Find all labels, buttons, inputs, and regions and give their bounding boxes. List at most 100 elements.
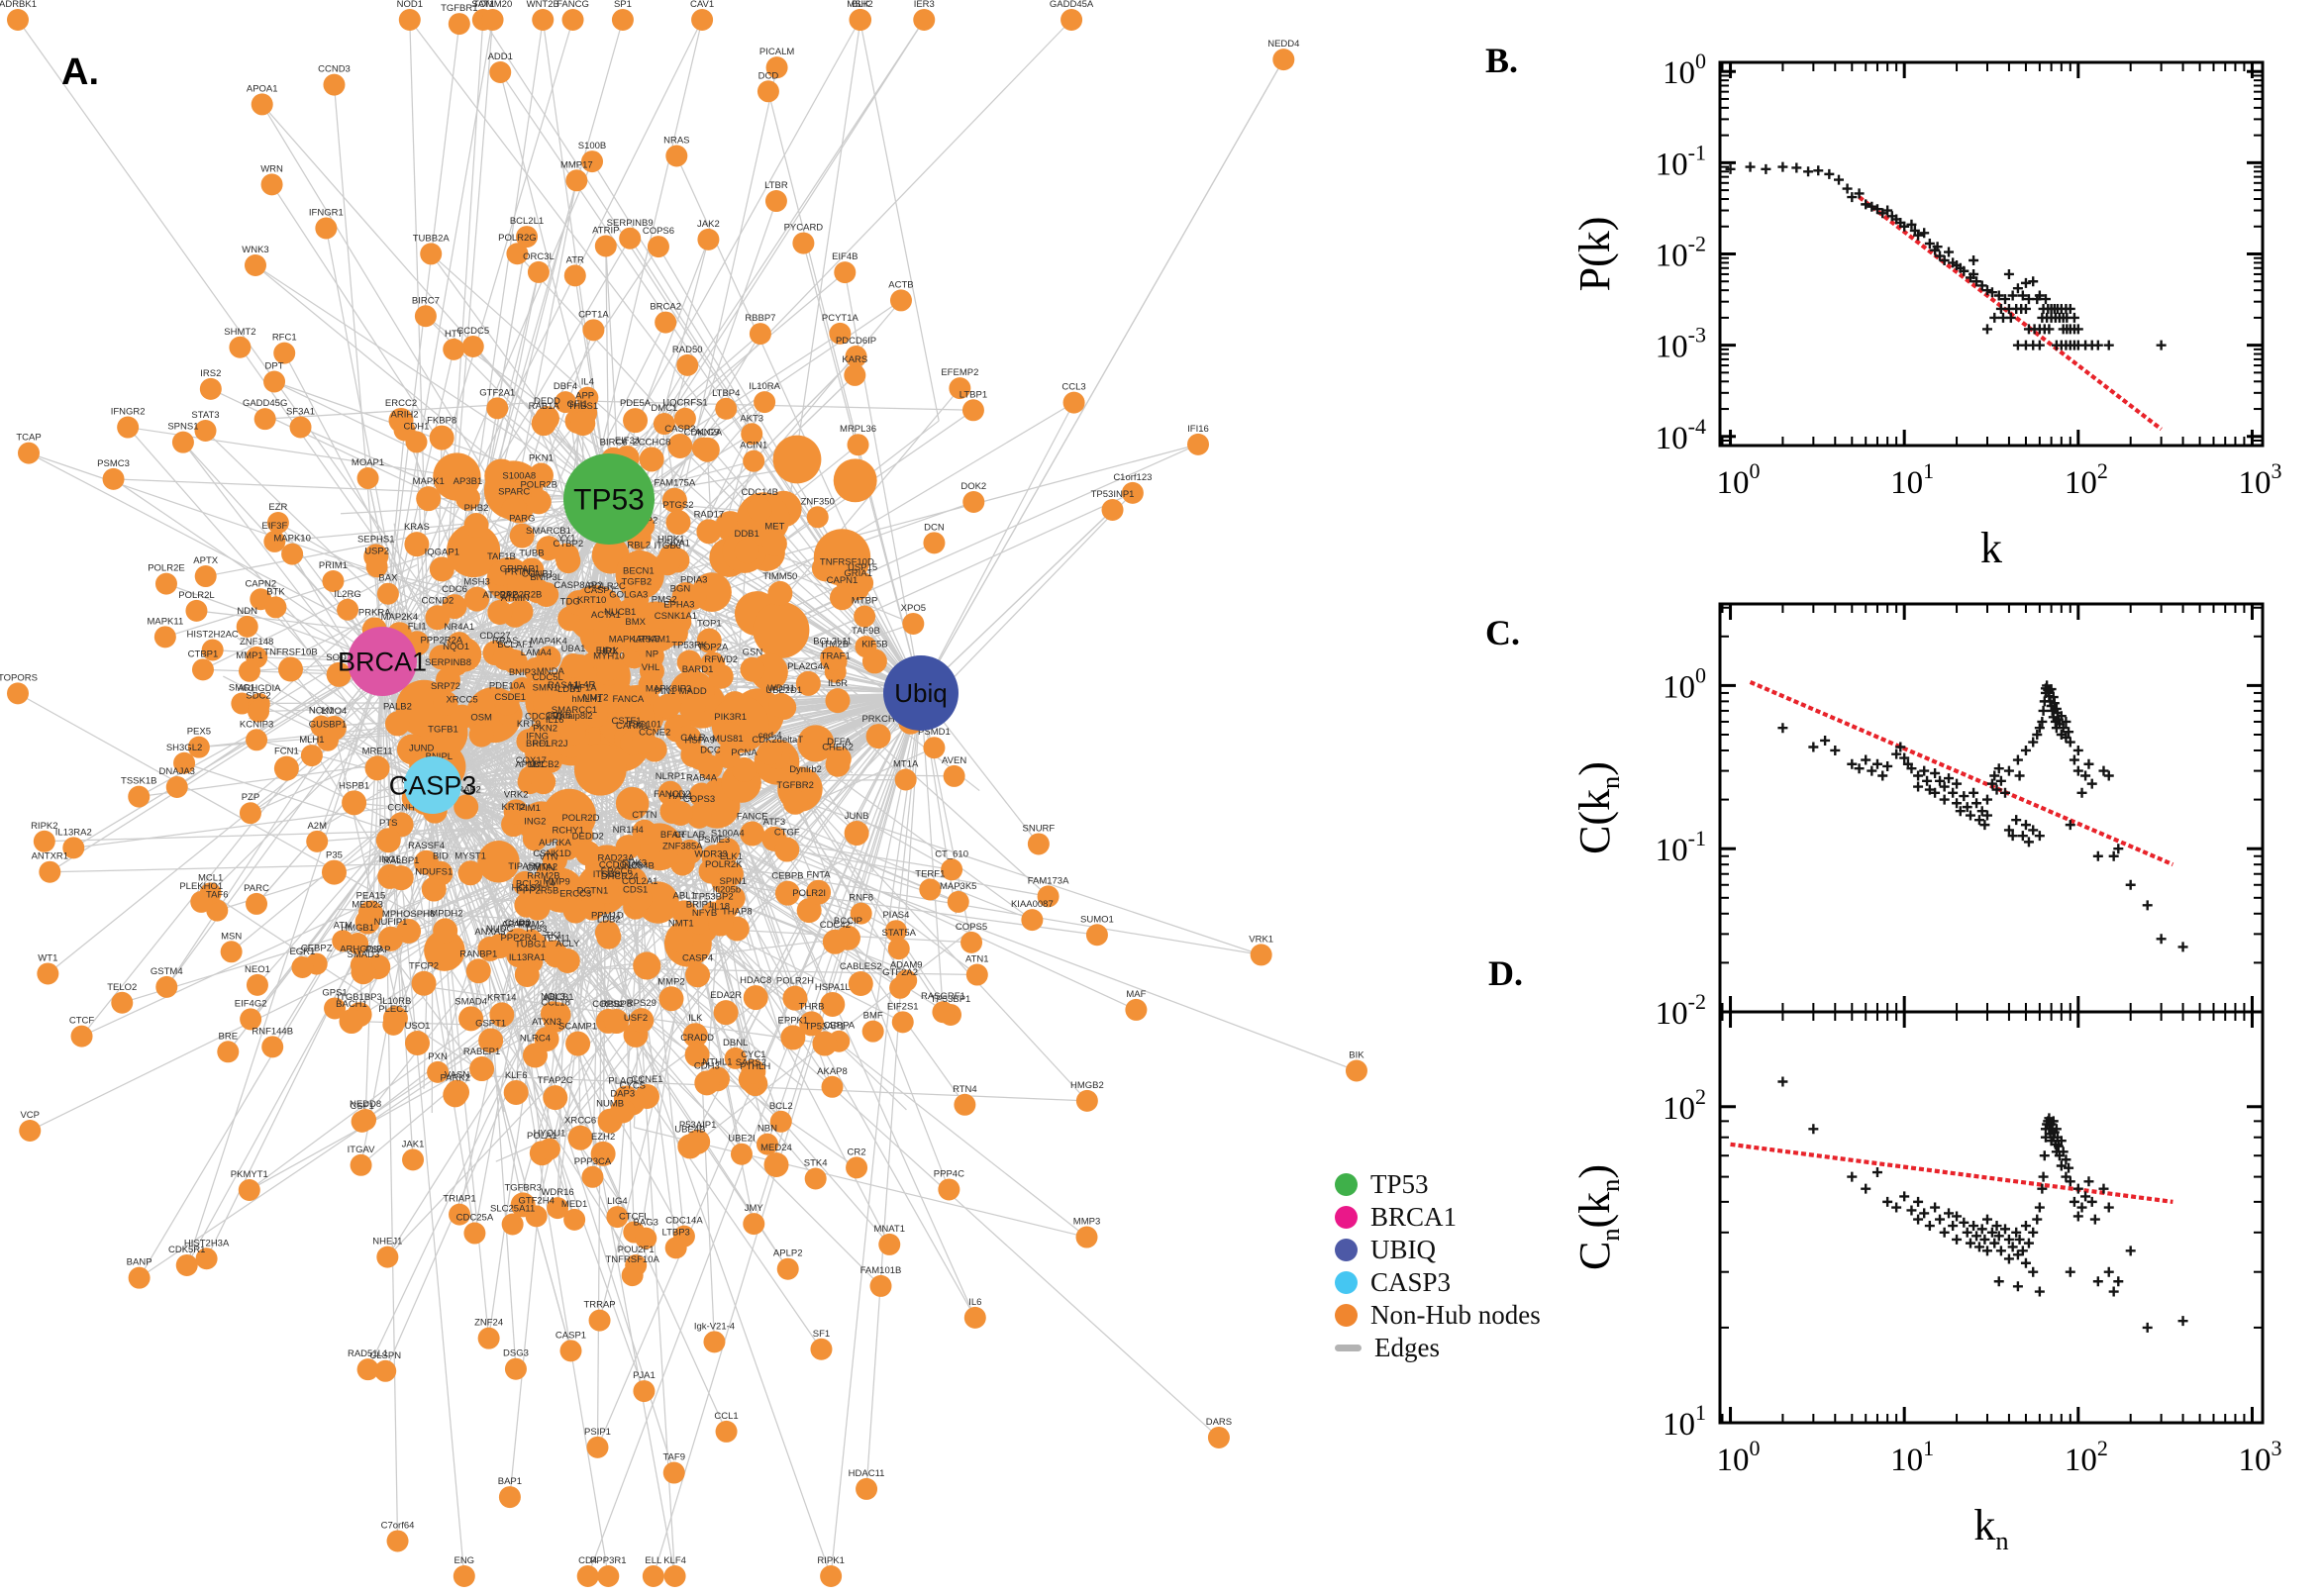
network-edge [767,91,922,694]
data-point [1834,174,1845,185]
network-node-cluster [447,524,501,578]
legend-item-brca1: BRCA1 [1335,1201,1541,1234]
network-node-label: KRT2 [501,802,525,813]
network-node-label: FCN1 [274,747,299,757]
network-edge [186,660,383,1266]
network-node-label: RBBP7 [745,313,775,324]
network-node-label: SF3A1 [286,406,315,417]
data-point [2072,745,2083,755]
network-node [642,1565,664,1587]
data-point [1847,758,1858,769]
network-node-label: PLA2G4A [787,661,830,672]
network-node-label: IL10RA [749,381,780,392]
network-node [555,391,577,414]
network-edge [210,388,673,609]
network-node [765,56,788,79]
network-node-label: ELK1 [720,851,743,862]
data-point [2017,1246,2028,1256]
network-node-label: FANCE [737,812,768,823]
network-node [70,1025,93,1047]
network-node [374,1359,397,1382]
network-node [378,926,404,951]
data-point [2023,324,2034,335]
network-node [565,169,588,192]
network-hub-nodes: TP53 BRCA1 Ubiq CASP3 [338,453,959,814]
x-axis-label: kn [1973,1501,2008,1555]
network-node [489,60,512,83]
network-node-label: BIK [1349,1049,1364,1060]
network-node-label: PTHLH [740,1061,770,1072]
network-node-label: IL13RA2 [55,827,92,838]
network-node-label: CTGF [774,828,800,839]
network-node [799,1011,825,1037]
network-node-label: MMP17 [560,159,593,170]
network-node [834,261,857,284]
network-edge [920,509,1113,694]
network-node-cluster [615,786,650,821]
data-point [1877,770,1888,781]
network-node-label: JMY [745,1203,764,1214]
network-node-label: SRP72 [431,681,460,692]
network-node-label: BARD1 [682,664,714,675]
network-node-label: ATMIN [501,593,530,604]
network-node [581,150,604,173]
data-point [2007,831,2018,842]
data-point [2034,1286,2045,1297]
network-node-label: FANCG [556,0,589,10]
network-node [825,688,851,714]
network-node [768,692,794,718]
legend-label: CASP3 [1370,1267,1452,1297]
tick-label: 10-2 [1656,232,1706,274]
network-node-label: EZR [268,502,287,513]
network-node-label: AP3B1 [454,476,483,487]
network-node-label: BGN [670,584,691,595]
network-node-label: CDC25C [525,712,562,723]
network-node-label: HDAC11 [849,1468,885,1479]
network-node [662,621,688,647]
data-point [2092,850,2103,861]
legend-item-edges: Edges [1335,1332,1541,1364]
data-point [2065,820,2075,831]
network-node [506,243,529,265]
network-node [555,948,580,973]
network-node-label: HAX1 [668,791,693,802]
legend-label: BRCA1 [1370,1202,1458,1232]
network-node-label: DPT [265,361,284,372]
tick-label: 102 [2065,458,2108,501]
network-node [556,549,581,574]
network-node [544,886,569,912]
data-point [2034,831,2045,842]
network-node [869,1274,892,1297]
data-point [2083,758,2094,769]
network-node-label: POLA1 [527,1131,557,1142]
data-point [2023,837,2034,848]
network-node-label: CDK8 [546,710,570,721]
network-node [18,442,41,464]
network-node-label: SMAD3 [348,949,380,960]
network-node-label: PLEC1 [378,1004,408,1015]
network-node [703,1331,726,1353]
network-node-label: BLK [852,0,870,10]
data-point [1995,303,2006,314]
network-edge [237,637,434,786]
network-node-label: SEPHS1 [357,534,395,545]
network-node [718,861,744,887]
network-edge [432,784,537,1056]
network-node-label: COL2A1 [622,876,657,887]
data-point [2080,770,2091,781]
network-node [810,1338,833,1360]
data-point [1976,1224,1987,1235]
network-node-label: BCL2 [769,1101,793,1112]
network-node-label: DFFA [827,737,852,748]
network-node [804,1167,827,1190]
network-node-label: CDK3 [622,857,647,868]
network-node-label: IER3 [914,0,935,10]
data-point [1777,161,1788,172]
hub-node-ubiq [883,655,959,731]
network-node-label: RIPK2 [31,821,57,832]
network-node-label: ITGB1BP3 [337,992,381,1003]
network-node [947,890,969,913]
network-node [264,596,287,619]
network-node [19,1119,42,1142]
network-node-label: MET [764,522,784,533]
